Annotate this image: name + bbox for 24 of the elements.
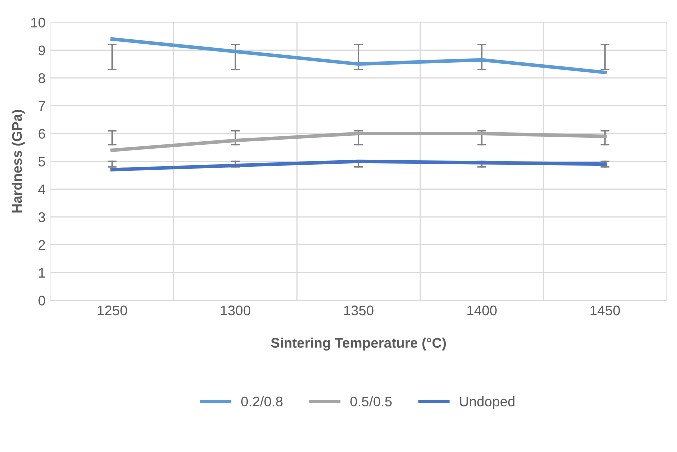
y-tick-label: 7 bbox=[38, 101, 46, 112]
y-tick-label: 8 bbox=[38, 74, 46, 84]
y-tick-label: 6 bbox=[38, 129, 46, 139]
y-tick-label: 0 bbox=[38, 296, 46, 306]
y-tick-label: 3 bbox=[38, 212, 46, 222]
x-tick-label: 1350 bbox=[344, 306, 374, 316]
line-series bbox=[110, 38, 607, 74]
x-tick-label: 1300 bbox=[221, 306, 251, 316]
line-series bbox=[110, 132, 607, 152]
y-tick-label: 2 bbox=[38, 240, 46, 250]
x-tick-label: 1450 bbox=[590, 306, 620, 316]
y-axis-title: Hardness (GPa) bbox=[12, 110, 25, 213]
y-tick-label: 5 bbox=[38, 157, 46, 167]
legend-label: 0.5/0.5 bbox=[350, 396, 392, 407]
y-tick-label: 10 bbox=[32, 18, 46, 28]
line-series bbox=[110, 160, 607, 172]
x-axis-title: Sintering Temperature (°C) bbox=[271, 338, 446, 351]
y-tick-label: 9 bbox=[38, 46, 46, 56]
y-tick-label: 4 bbox=[38, 184, 46, 194]
legend-label: Undoped bbox=[460, 396, 515, 410]
x-tick-label: 1250 bbox=[98, 306, 128, 316]
legend-label: 0.2/0.8 bbox=[241, 396, 283, 407]
x-tick-label: 1400 bbox=[468, 306, 497, 316]
y-tick-label: 1 bbox=[39, 268, 46, 278]
